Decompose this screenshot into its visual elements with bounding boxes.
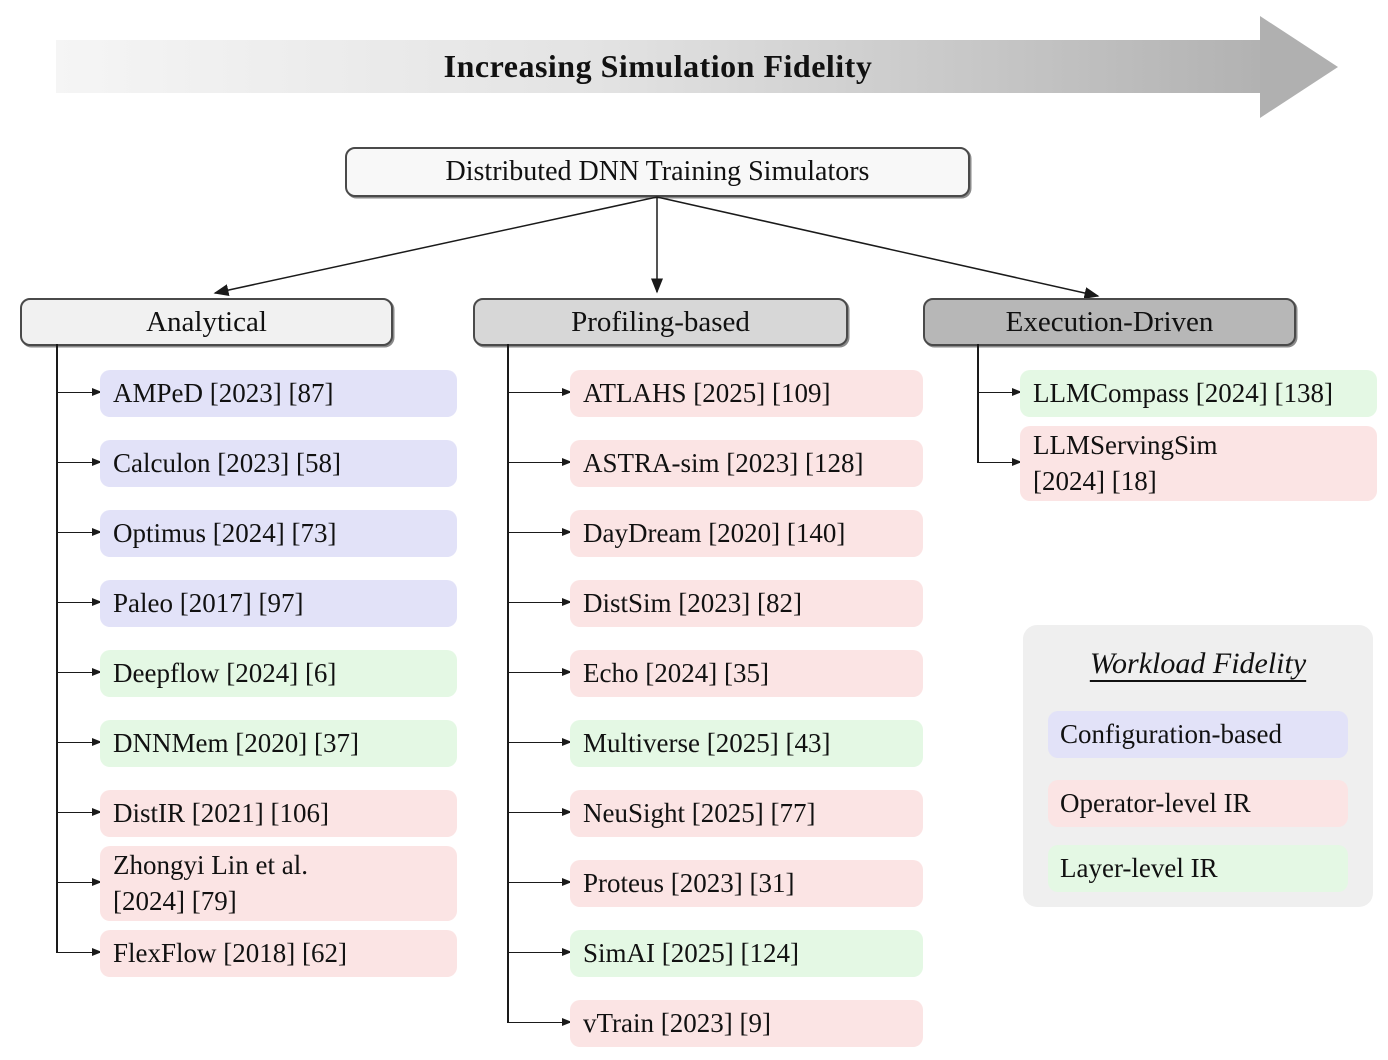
tree-branch-connector xyxy=(507,667,572,676)
simulator-item: AMPeD [2023] [87] xyxy=(100,369,457,417)
simulator-item: DistSim [2023] [82] xyxy=(570,579,923,627)
legend-entry-layer-level-ir: Layer-level IR xyxy=(1048,845,1348,892)
workload-fidelity-legend: Workload Fidelity Configuration-based Op… xyxy=(1023,625,1373,907)
simulator-item: Calculon [2023] [58] xyxy=(100,439,457,487)
tree-branch-connector xyxy=(507,457,572,466)
tree-branch-connector xyxy=(507,387,572,396)
fidelity-axis-arrow: Increasing Simulation Fidelity xyxy=(56,40,1260,93)
root-node: Distributed DNN Training Simulators xyxy=(345,147,970,197)
simulator-item: Zhongyi Lin et al. [2024] [79] xyxy=(100,845,457,921)
category-header-analytical: Analytical xyxy=(20,298,393,346)
tree-trunk-line xyxy=(56,344,58,953)
simulator-item: ASTRA-sim [2023] [128] xyxy=(570,439,923,487)
tree-branch-connector xyxy=(507,737,572,746)
simulator-item: LLMServingSim [2024] [18] xyxy=(1020,425,1377,501)
tree-branch-connector xyxy=(56,387,102,396)
legend-entry-label: Operator-level IR xyxy=(1060,788,1251,818)
category-header-label: Execution-Driven xyxy=(1005,305,1214,338)
fidelity-axis-arrowhead-icon xyxy=(1260,16,1338,118)
simulator-item: Echo [2024] [35] xyxy=(570,649,923,697)
tree-branch-connector xyxy=(56,877,102,886)
tree-branch-connector xyxy=(56,667,102,676)
tree-branch-connector xyxy=(56,597,102,606)
tree-branch-connector xyxy=(507,527,572,536)
simulator-item: SimAI [2025] [124] xyxy=(570,929,923,977)
category-header-label: Profiling-based xyxy=(571,305,750,338)
legend-entry-label: Configuration-based xyxy=(1060,719,1282,749)
simulator-item: FlexFlow [2018] [62] xyxy=(100,929,457,977)
legend-entry-operator-level-ir: Operator-level IR xyxy=(1048,780,1348,827)
simulator-item: Deepflow [2024] [6] xyxy=(100,649,457,697)
tree-branch-connector xyxy=(56,527,102,536)
tree-branch-connector xyxy=(977,457,1022,466)
simulator-item: Multiverse [2025] [43] xyxy=(570,719,923,767)
simulator-item: Paleo [2017] [97] xyxy=(100,579,457,627)
simulator-item: ATLAHS [2025] [109] xyxy=(570,369,923,417)
fidelity-axis-label: Increasing Simulation Fidelity xyxy=(443,48,873,84)
category-header-profiling-based: Profiling-based xyxy=(473,298,848,346)
tree-branch-connector xyxy=(56,947,102,956)
tree-trunk-line xyxy=(977,344,979,463)
simulator-item: vTrain [2023] [9] xyxy=(570,999,923,1047)
simulator-item: NeuSight [2025] [77] xyxy=(570,789,923,837)
simulator-item: DistIR [2021] [106] xyxy=(100,789,457,837)
tree-branch-connector xyxy=(507,597,572,606)
tree-branch-connector xyxy=(507,1017,572,1026)
category-header-execution-driven: Execution-Driven xyxy=(923,298,1296,346)
tree-branch-connector xyxy=(507,807,572,816)
category-header-label: Analytical xyxy=(146,305,267,338)
simulator-item: DNNMem [2020] [37] xyxy=(100,719,457,767)
tree-trunk-line xyxy=(507,344,509,1023)
simulator-item: Proteus [2023] [31] xyxy=(570,859,923,907)
root-node-label: Distributed DNN Training Simulators xyxy=(445,156,870,187)
legend-entry-label: Layer-level IR xyxy=(1060,853,1218,883)
simulator-item: DayDream [2020] [140] xyxy=(570,509,923,557)
tree-branch-connector xyxy=(977,387,1022,396)
simulator-item: LLMCompass [2024] [138] xyxy=(1020,369,1377,417)
tree-branch-connector xyxy=(507,877,572,886)
legend-entry-configuration-based: Configuration-based xyxy=(1048,711,1348,758)
tree-branch-connector xyxy=(507,947,572,956)
tree-branch-connector xyxy=(56,737,102,746)
tree-branch-connector xyxy=(56,457,102,466)
legend-title: Workload Fidelity xyxy=(1089,647,1307,680)
simulator-item: Optimus [2024] [73] xyxy=(100,509,457,557)
tree-branch-connector xyxy=(56,807,102,816)
